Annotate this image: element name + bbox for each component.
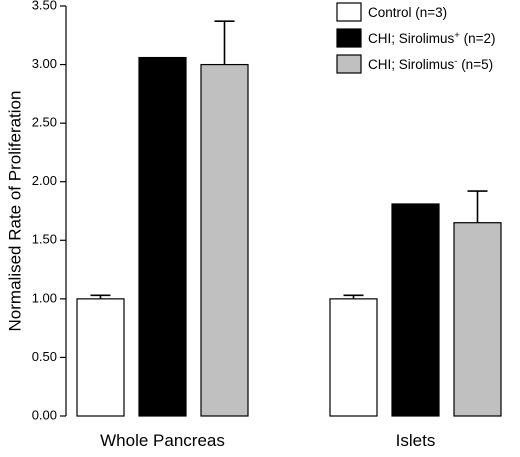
- legend-label: CHI; Sirolimus- (n=5): [368, 56, 493, 72]
- y-tick-label: 1.50: [32, 232, 57, 247]
- y-axis: 0.00 0.50 1.00 1.50 2.00 2.50 3.00 3.50: [32, 0, 67, 422]
- y-tick-label: 3.50: [32, 0, 57, 12]
- category-labels: Whole Pancreas Islets: [100, 431, 435, 450]
- y-tick-label: 3.00: [32, 56, 57, 71]
- y-tick-label: 2.50: [32, 115, 57, 130]
- bars: [76, 20, 502, 417]
- legend-label: CHI; Sirolimus+ (n=2): [368, 30, 495, 46]
- y-tick-label: 0.00: [32, 407, 57, 422]
- legend-swatch: [336, 2, 362, 22]
- category-label: Islets: [396, 431, 436, 450]
- bar: [329, 298, 378, 417]
- bar: [200, 63, 249, 417]
- category-label: Whole Pancreas: [100, 431, 225, 450]
- y-tick-label: 0.50: [32, 349, 57, 364]
- bar: [76, 298, 125, 417]
- y-tick-label: 2.00: [32, 173, 57, 188]
- bar: [391, 203, 440, 417]
- legend: Control (n=3) CHI; Sirolimus+ (n=2) CHI; S…: [336, 2, 495, 74]
- bar: [138, 56, 187, 417]
- legend-swatch: [336, 54, 362, 74]
- y-axis-title: Normalised Rate of Proliferation: [5, 91, 24, 332]
- y-tick-label: 1.00: [32, 290, 57, 305]
- legend-label: Control (n=3): [368, 5, 447, 20]
- bar: [453, 222, 502, 417]
- legend-swatch: [336, 28, 362, 48]
